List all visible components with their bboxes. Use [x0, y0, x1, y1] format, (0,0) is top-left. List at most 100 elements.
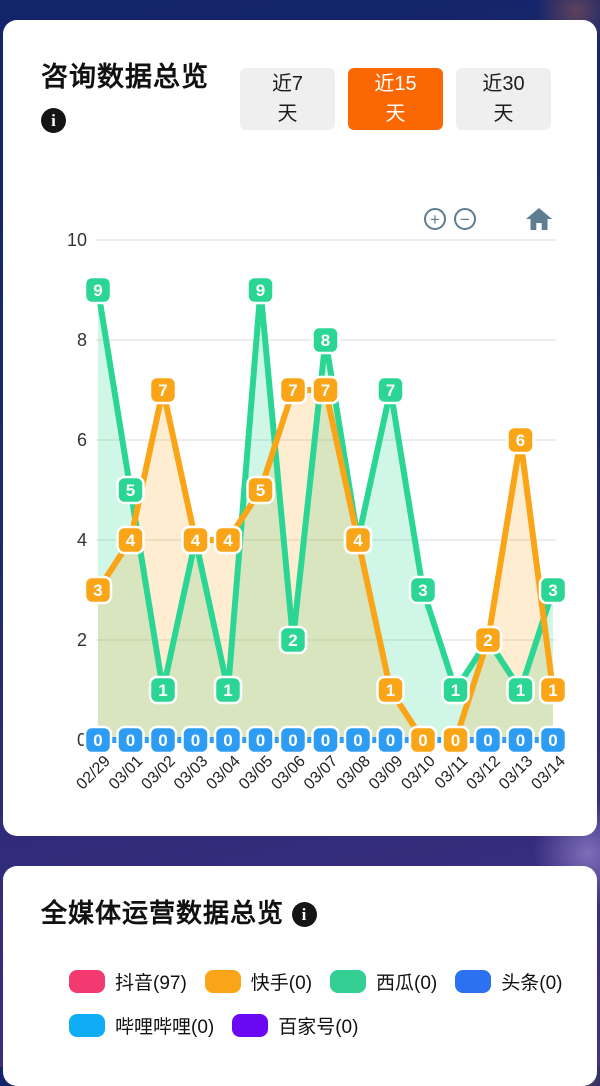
point-label: 9	[246, 275, 275, 305]
svg-text:03/13: 03/13	[496, 753, 536, 793]
legend-item-bilibili[interactable]: 哔哩哔哩(0)	[69, 1012, 214, 1039]
point-label: 0	[311, 725, 340, 755]
zoom-out-icon[interactable]: −	[454, 208, 476, 230]
svg-text:2: 2	[288, 631, 297, 650]
legend-swatch	[330, 970, 367, 993]
svg-text:3: 3	[418, 581, 427, 600]
svg-text:03/06: 03/06	[268, 753, 308, 793]
point-label: 2	[278, 625, 308, 655]
svg-text:03/08: 03/08	[333, 753, 373, 793]
info-icon[interactable]: i	[41, 108, 66, 133]
legend-item-kuaishou[interactable]: 快手(0)	[204, 968, 312, 995]
legend-item-douyin[interactable]: 抖音(97)	[69, 968, 187, 995]
point-label: 8	[311, 325, 340, 355]
point-label: 4	[181, 525, 210, 555]
svg-text:7: 7	[386, 381, 395, 400]
svg-text:0: 0	[256, 731, 265, 750]
point-label: 1	[376, 675, 405, 705]
legend-swatch	[69, 970, 105, 993]
svg-text:3: 3	[548, 581, 557, 600]
legend-item-xigua[interactable]: 西瓜(0)	[330, 968, 437, 995]
svg-text:1: 1	[451, 681, 460, 700]
svg-text:4: 4	[126, 531, 136, 550]
all-media-overview-card: 全媒体运营数据总览 i 抖音(97) 快手(0) 西瓜(0) 头条(0) 哔哩哔哩…	[3, 866, 597, 1086]
legend-item-baijiahao[interactable]: 百家号(0)	[232, 1012, 358, 1039]
svg-text:03/09: 03/09	[366, 753, 406, 793]
point-label: 0	[506, 725, 535, 755]
home-icon[interactable]	[526, 207, 552, 236]
legend-swatch	[232, 1014, 269, 1037]
point-label: 7	[148, 375, 178, 405]
svg-text:6: 6	[77, 430, 87, 450]
legend-swatch	[455, 970, 492, 993]
legend-swatch	[204, 970, 241, 993]
point-label: 9	[83, 275, 113, 305]
svg-text:0: 0	[126, 731, 135, 750]
point-label: 5	[246, 475, 275, 505]
page-title: 咨询数据总览	[41, 62, 209, 92]
svg-text:0: 0	[191, 731, 200, 750]
svg-text:3: 3	[93, 581, 102, 600]
point-label: 0	[473, 725, 503, 755]
svg-text:4: 4	[77, 530, 87, 550]
info-icon[interactable]: i	[292, 902, 318, 927]
point-label: 6	[506, 425, 535, 455]
point-label: 7	[376, 375, 405, 405]
point-label: 1	[213, 675, 243, 705]
point-label: 0	[246, 725, 275, 755]
svg-text:4: 4	[353, 531, 363, 550]
svg-text:0: 0	[418, 731, 427, 750]
svg-text:1: 1	[548, 681, 557, 700]
date-range-tabs: 近7天 近15天 近30天	[240, 68, 551, 130]
point-label: 0	[116, 725, 145, 755]
svg-text:0: 0	[223, 731, 232, 750]
svg-text:2: 2	[77, 630, 87, 650]
svg-text:4: 4	[223, 531, 233, 550]
svg-text:10: 10	[67, 230, 87, 250]
svg-text:1: 1	[516, 681, 525, 700]
svg-text:0: 0	[321, 731, 330, 750]
point-label: 3	[538, 575, 568, 605]
svg-text:03/02: 03/02	[138, 753, 178, 793]
point-label: 5	[116, 475, 145, 505]
consultation-line-chart[interactable]: 024681002/2903/0103/0203/0303/0403/0503/…	[3, 210, 600, 820]
tab-last-30-days[interactable]: 近30天	[456, 68, 551, 130]
point-label: 3	[408, 575, 438, 605]
point-label: 0	[181, 725, 210, 755]
svg-text:0: 0	[288, 731, 297, 750]
svg-text:5: 5	[256, 481, 265, 500]
chart-toolbar: + −	[3, 207, 597, 237]
svg-text:03/14: 03/14	[528, 753, 568, 793]
point-label: 0	[538, 725, 568, 755]
svg-text:7: 7	[321, 381, 330, 400]
point-label: 3	[83, 575, 113, 605]
svg-text:0: 0	[386, 731, 395, 750]
svg-text:5: 5	[126, 481, 135, 500]
svg-text:8: 8	[321, 331, 330, 350]
svg-text:03/07: 03/07	[301, 753, 341, 793]
svg-text:0: 0	[158, 731, 167, 750]
svg-text:0: 0	[93, 731, 102, 750]
point-label: 0	[148, 725, 178, 755]
svg-text:03/12: 03/12	[463, 753, 503, 793]
svg-text:4: 4	[191, 531, 201, 550]
svg-text:6: 6	[516, 431, 525, 450]
consultation-overview-card: 咨询数据总览 i 近7天 近15天 近30天 + − 0 2 4 6 8 10 02/29 0…	[3, 20, 597, 836]
tab-last-15-days[interactable]: 近15天	[348, 68, 443, 130]
svg-text:03/01: 03/01	[106, 753, 146, 793]
svg-text:8: 8	[77, 330, 87, 350]
point-label: 0	[343, 725, 373, 755]
svg-text:7: 7	[288, 381, 297, 400]
svg-text:2: 2	[483, 631, 492, 650]
svg-text:0: 0	[77, 730, 87, 750]
tab-last-7-days[interactable]: 近7天	[240, 68, 335, 130]
legend-item-toutiao[interactable]: 头条(0)	[455, 968, 563, 995]
svg-text:02/29: 02/29	[73, 753, 113, 793]
svg-text:03/03: 03/03	[171, 753, 211, 793]
svg-text:1: 1	[158, 681, 167, 700]
zoom-in-icon[interactable]: +	[424, 208, 446, 230]
point-label: 0	[278, 725, 308, 755]
svg-text:0: 0	[483, 731, 492, 750]
point-label: 7	[311, 375, 340, 405]
section-title-text: 全媒体运营数据总览	[41, 898, 285, 928]
